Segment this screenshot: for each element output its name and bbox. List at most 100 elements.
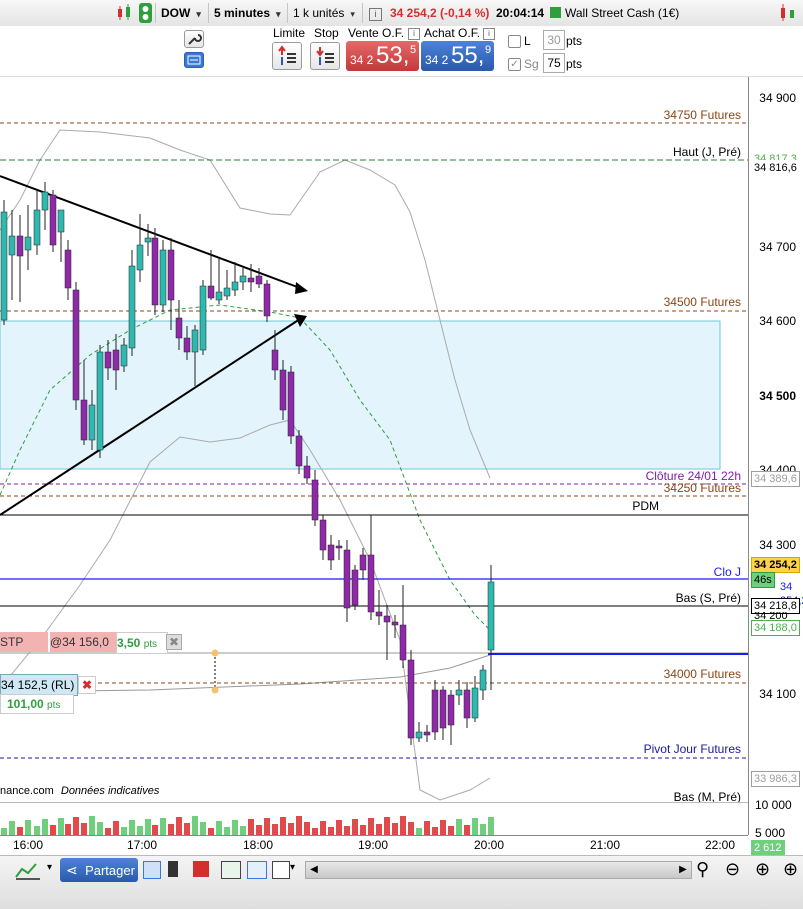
x-tick-label: 17:00: [127, 838, 158, 852]
zoom-out-icon[interactable]: ⊖: [725, 859, 741, 879]
candle-body: [479, 669, 487, 691]
support-trendline[interactable]: [0, 318, 301, 516]
price-chart[interactable]: [0, 77, 748, 802]
candle-body: [359, 554, 367, 571]
chevron-down-icon[interactable]: ▾: [290, 862, 296, 873]
share-button[interactable]: ⋖ Partager: [60, 858, 138, 882]
volume-bar: [368, 818, 374, 836]
volume-bar: [200, 822, 206, 836]
copy-icon[interactable]: [143, 861, 161, 879]
volume-bar: [81, 823, 87, 836]
buy-label: Achat O.F.: [424, 26, 481, 40]
price-axis[interactable]: 34 900 34 700 34 600 34 500 34 400 34 30…: [748, 77, 803, 835]
volume-bar: [129, 820, 135, 836]
stop-label: Stop: [314, 26, 339, 40]
layout-icon[interactable]: [272, 861, 290, 879]
keyboard-icon[interactable]: [184, 52, 204, 68]
l-points-input[interactable]: 30: [543, 30, 565, 50]
sell-price-button[interactable]: 34 2 53, 5: [346, 41, 419, 71]
screenshot-icon[interactable]: [221, 861, 241, 879]
x-tick-label: 18:00: [243, 838, 274, 852]
buy-price-small: 34 2: [425, 53, 449, 67]
stop-order-tag[interactable]: STP: [0, 632, 48, 652]
volume-bar: [408, 822, 414, 836]
x-tick-label: 16:00: [13, 838, 44, 852]
volume-bar: [376, 824, 382, 836]
limit-order-points: 101,00 pts: [0, 694, 74, 714]
limit-order-button[interactable]: [272, 42, 302, 70]
limit-checkbox[interactable]: [508, 35, 521, 48]
stop-order-price[interactable]: @34 156,0: [50, 632, 116, 652]
sg-points-input[interactable]: 75: [543, 53, 565, 73]
volume-bar: [176, 817, 182, 836]
volume-bar: [73, 817, 79, 836]
volume-bar: [121, 827, 127, 836]
buy-price-button[interactable]: 34 2 55, 9: [421, 41, 494, 71]
candle-body: [487, 581, 495, 651]
price-tag: 34 816,6: [751, 160, 800, 176]
volume-bar: [160, 818, 166, 836]
volume-bar: [58, 818, 64, 836]
candle-body: [191, 329, 199, 353]
data-source: nance.com Données indicatives: [0, 785, 159, 797]
phone-icon[interactable]: [168, 861, 178, 877]
wrench-icon[interactable]: [184, 30, 204, 48]
scroll-right-icon[interactable]: ▶: [679, 864, 687, 875]
candle-body: [263, 283, 271, 317]
volume-bar: [432, 827, 438, 836]
arrow-icon: [294, 314, 307, 327]
level-label: 34250 Futures: [663, 481, 741, 495]
stop-order-button[interactable]: [310, 42, 340, 70]
calendar-icon[interactable]: [247, 861, 267, 879]
candle-body: [120, 344, 128, 367]
volume-bar: [288, 823, 294, 836]
close-icon[interactable]: ✖: [166, 634, 182, 650]
info-icon[interactable]: i: [408, 28, 420, 40]
units-select[interactable]: 1 k unités: [293, 0, 355, 26]
timeframe-select[interactable]: 5 minutes: [214, 0, 281, 26]
candle-body: [247, 277, 255, 283]
market-name: Wall Street Cash (1€): [565, 6, 680, 20]
level-label: Pivot Jour Futures: [643, 742, 741, 756]
stop-checkbox[interactable]: ✓: [508, 58, 521, 71]
resistance-trendline[interactable]: [0, 175, 301, 289]
level-label: PDM: [632, 499, 659, 513]
time-axis[interactable]: [0, 835, 748, 856]
candle-body: [319, 519, 327, 551]
order-handle[interactable]: [211, 686, 219, 694]
order-handle[interactable]: [211, 649, 219, 657]
bollinger-upper: [0, 129, 491, 479]
zoom-range-icon[interactable]: ⚲: [696, 859, 710, 879]
candlestick-icon[interactable]: [115, 0, 135, 26]
disclaimer: Données indicatives: [60, 785, 160, 797]
buy-price-big: 55,: [451, 42, 485, 69]
instrument-select[interactable]: DOW: [161, 0, 201, 26]
close-icon[interactable]: ✖: [78, 676, 96, 694]
fit-icon[interactable]: ⊕: [783, 859, 799, 879]
volume-bar: [192, 816, 198, 836]
scrollbar[interactable]: ◀ ▶: [305, 861, 692, 879]
volume-bar: [248, 819, 254, 836]
candle-body: [303, 465, 311, 479]
limit-order-tag[interactable]: 34 152,5 (RL): [0, 674, 78, 696]
chevron-down-icon[interactable]: ▾: [47, 862, 53, 873]
zoom-in-icon[interactable]: ⊕: [755, 859, 771, 879]
candlestick-icon[interactable]: [778, 0, 800, 26]
candle-body: [88, 404, 96, 441]
indicator-icon[interactable]: [138, 0, 154, 26]
long-ma: [0, 654, 491, 693]
scroll-left-icon[interactable]: ◀: [310, 864, 318, 875]
volume-bar: [344, 826, 350, 836]
bollinger-lower: [0, 419, 491, 801]
chart-type-icon[interactable]: [14, 859, 44, 883]
info-icon[interactable]: i: [369, 0, 382, 26]
alert-icon[interactable]: [193, 861, 209, 877]
info-icon[interactable]: i: [483, 28, 495, 40]
candle-body: [0, 211, 8, 321]
rl-points-value: 101,00: [7, 697, 44, 711]
level-label: 34000 Futures: [663, 667, 741, 681]
volume-bar: [1, 828, 7, 836]
volume-bar: [232, 820, 238, 836]
volume-bar: [25, 820, 31, 836]
level-label: Bas (M, Pré): [673, 790, 741, 802]
